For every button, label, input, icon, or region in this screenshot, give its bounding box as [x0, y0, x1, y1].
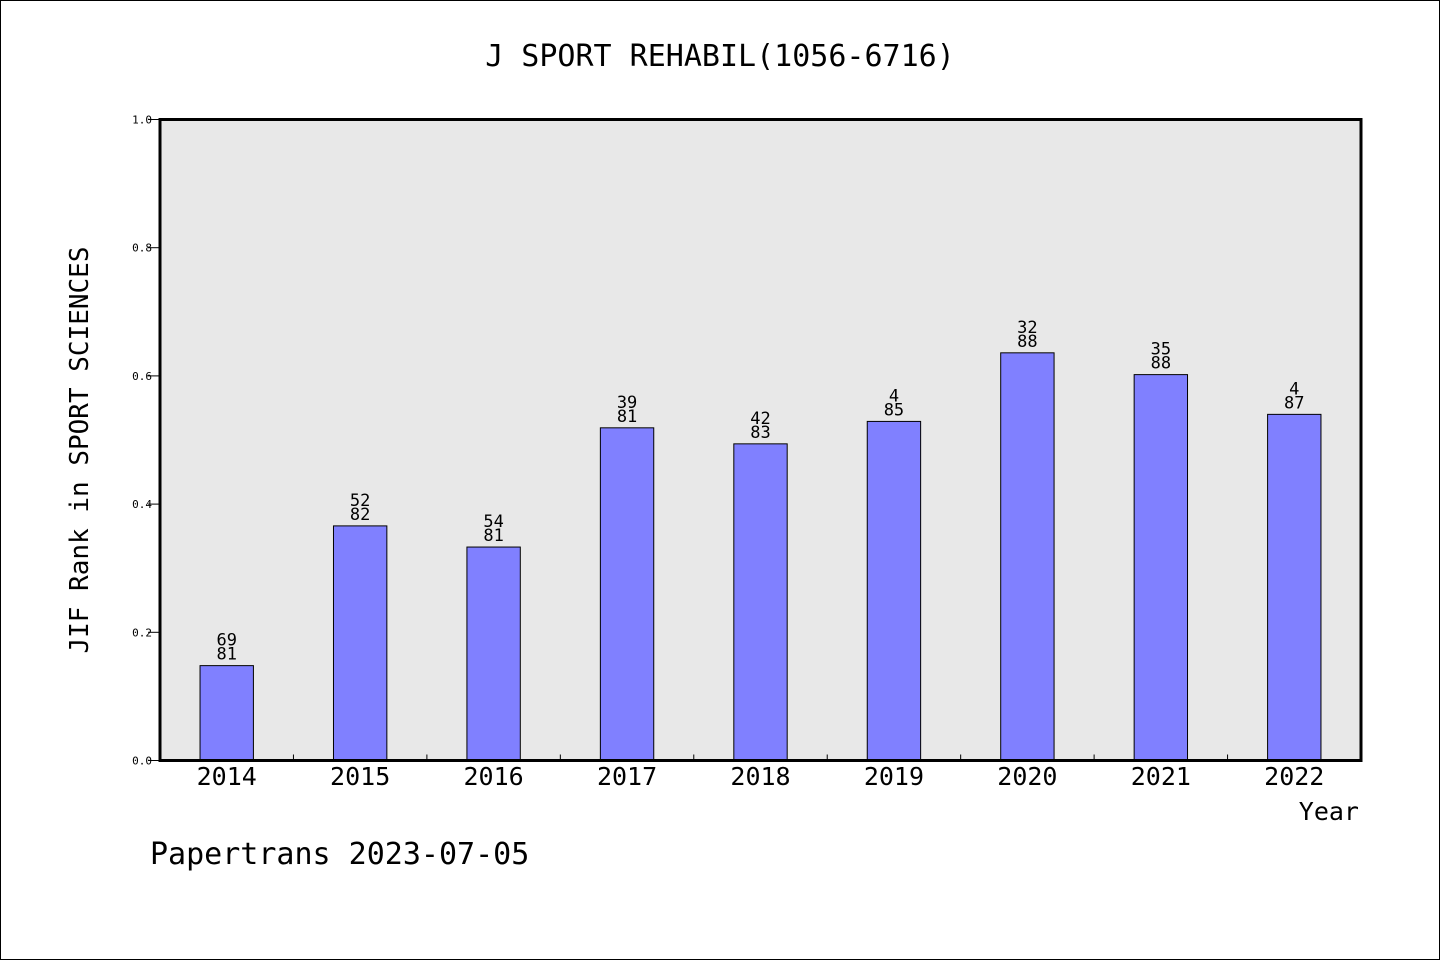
bar-label-top-2018: 42: [750, 409, 770, 429]
y-tick-label: 0.2: [132, 626, 152, 639]
x-tick-label-2018: 2018: [730, 762, 790, 791]
bar-2020: [1000, 352, 1055, 761]
bar-label-top-2017: 39: [617, 393, 637, 413]
y-tick-label: 1.0: [132, 114, 152, 127]
y-axis-label: JIF Rank in SPORT SCIENCES: [65, 247, 95, 654]
x-tick-label-2020: 2020: [997, 762, 1057, 791]
bar-label-top-2015: 52: [350, 491, 370, 511]
bar-label-top-2022: 4: [1289, 379, 1299, 399]
bar-2018: [733, 443, 788, 761]
x-axis-label: Year: [1299, 797, 1359, 826]
bar-2017: [599, 427, 655, 761]
bar-label-bottom-2015: 82: [350, 505, 370, 525]
y-tick-label: 0.0: [132, 755, 152, 768]
bar-label-bottom-2019: 85: [884, 400, 904, 420]
bar-2015: [332, 525, 388, 761]
x-tick-label-2017: 2017: [597, 762, 657, 791]
x-tick-label-2016: 2016: [464, 762, 524, 791]
bar-label-bottom-2018: 83: [750, 423, 770, 443]
bar-label-bottom-2022: 87: [1284, 393, 1304, 413]
y-tick-label: 0.8: [132, 242, 152, 255]
bar-label-top-2019: 4: [889, 386, 899, 406]
x-tick-label-2015: 2015: [330, 762, 390, 791]
bar-label-bottom-2016: 81: [483, 526, 503, 546]
x-axis: 2014 2015 2016 2017 2018 2019 2020 2021 2022: [197, 754, 1324, 791]
plot-border: [158, 118, 1363, 762]
bar-2014: [199, 665, 254, 762]
bar-label-top-2016: 54: [483, 512, 503, 532]
bar-label-top-2021: 35: [1151, 340, 1171, 360]
y-axis: 0.0 0.2 0.4 0.6 0.8 1.0: [132, 114, 160, 768]
bar-2019: [866, 420, 922, 761]
footer-text: Papertrans 2023-07-05: [150, 837, 529, 872]
x-tick-label-2014: 2014: [197, 762, 257, 791]
bar-2022: [1267, 413, 1322, 761]
bar-label-bottom-2020: 88: [1017, 332, 1037, 352]
bar-label-bottom-2021: 88: [1151, 354, 1171, 374]
x-tick-label-2021: 2021: [1131, 762, 1191, 791]
y-tick-label: 0.6: [132, 370, 152, 383]
chart-title: J SPORT REHABIL(1056-6716): [485, 39, 955, 74]
bar-label-top-2014: 69: [216, 631, 236, 651]
bar-label-top-2020: 32: [1017, 318, 1037, 338]
bar-2021: [1133, 374, 1189, 761]
bars-group: [199, 352, 1322, 762]
x-tick-label-2019: 2019: [864, 762, 924, 791]
y-tick-label: 0.4: [132, 498, 152, 511]
bar-2016: [466, 546, 521, 761]
bar-label-bottom-2014: 81: [216, 645, 236, 665]
x-tick-label-2022: 2022: [1264, 762, 1324, 791]
bar-label-bottom-2017: 81: [617, 407, 637, 427]
